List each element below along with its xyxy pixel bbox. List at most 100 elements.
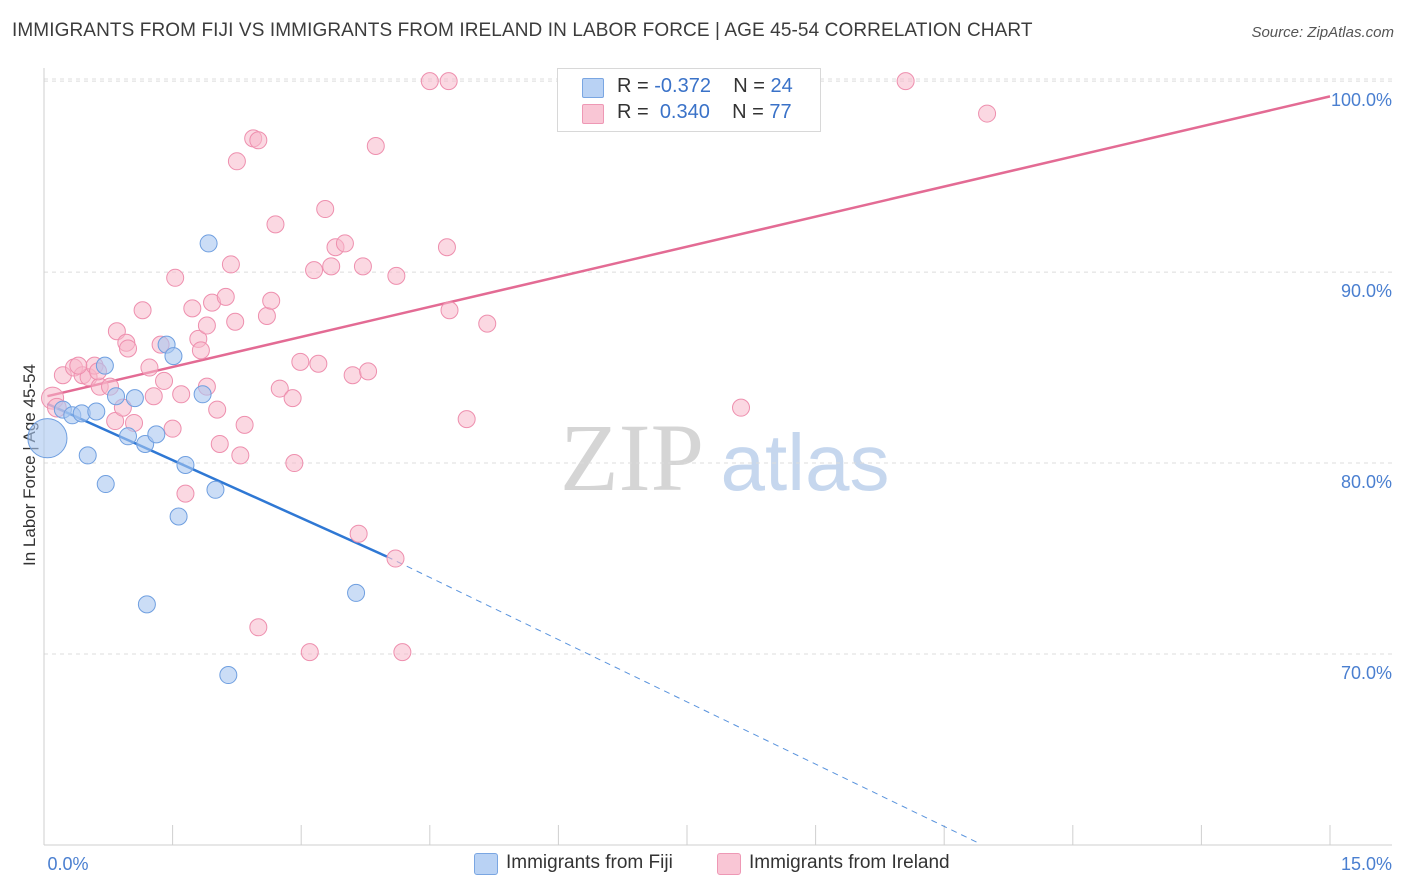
- fiji-point-11: [147, 425, 166, 444]
- ireland-point-15: [140, 358, 159, 377]
- fiji-trend-line: [46, 402, 388, 558]
- fiji-point-0: [27, 418, 68, 459]
- fiji-point-9: [119, 427, 138, 446]
- trend-lines: [46, 95, 1331, 844]
- legend-ireland-swatch: [717, 853, 741, 875]
- fiji-r-label: R =: [617, 75, 649, 97]
- ireland-point-62: [420, 72, 439, 91]
- ireland-trend-line: [47, 95, 1331, 398]
- ireland-point-29: [208, 400, 227, 419]
- ireland-point-42: [266, 215, 285, 234]
- ireland-point-33: [226, 312, 245, 331]
- stats-box: R = -0.372 N = 24 R = 0.340 N = 77: [557, 68, 821, 132]
- ireland-point-43: [270, 379, 289, 398]
- ireland-point-9: [106, 412, 125, 431]
- y-tick-label-100: 100.0%: [1331, 90, 1392, 110]
- y-tick-label-80: 80.0%: [1341, 472, 1392, 492]
- ireland-point-47: [300, 643, 319, 662]
- fiji-point-18: [206, 480, 225, 499]
- ireland-point-66: [439, 72, 458, 91]
- fiji-n-label: N =: [733, 75, 765, 97]
- fiji-point-21: [347, 583, 366, 602]
- ireland-point-23: [183, 299, 202, 318]
- fiji-point-4: [87, 402, 106, 421]
- ireland-point-18: [155, 371, 174, 390]
- fiji-n-value: 24: [770, 75, 793, 97]
- x-tick-label-start: 0.0%: [47, 854, 88, 874]
- legend-fiji-swatch: [474, 853, 498, 875]
- fiji-r-value: -0.372: [654, 75, 711, 97]
- ireland-point-67: [478, 314, 497, 333]
- y-tick-label-70: 70.0%: [1341, 663, 1392, 683]
- watermark-zip: ZIP: [560, 404, 704, 511]
- ireland-point-27: [197, 316, 216, 335]
- y-tick-label-90: 90.0%: [1341, 281, 1392, 301]
- ireland-point-73: [69, 356, 88, 375]
- ireland-point-68: [732, 398, 751, 417]
- ireland-point-50: [316, 200, 335, 219]
- ireland-point-63: [437, 238, 456, 257]
- ireland-point-22: [176, 484, 195, 503]
- legend-fiji-label: Immigrants from Fiji: [506, 852, 673, 873]
- fiji-point-17: [96, 475, 115, 494]
- fiji-point-22: [219, 666, 238, 685]
- ireland-point-25: [191, 341, 210, 360]
- ireland-point-39: [249, 618, 268, 637]
- ireland-point-48: [305, 261, 324, 280]
- fiji-point-7: [107, 387, 126, 406]
- ireland-point-21: [172, 385, 191, 404]
- fiji-point-15: [199, 234, 218, 253]
- ireland-point-32: [221, 255, 240, 274]
- fiji-point-20: [137, 595, 156, 614]
- ireland-point-60: [386, 549, 405, 568]
- ireland-n-label: N =: [732, 101, 764, 123]
- ireland-point-40: [257, 306, 276, 325]
- ireland-r-value: 0.340: [659, 101, 710, 123]
- tick-labels: 70.0% 80.0% 90.0% 100.0% 0.0% 15.0%: [47, 90, 1392, 874]
- ireland-point-38: [249, 131, 268, 150]
- ireland-point-69: [896, 72, 915, 91]
- ireland-swatch: [582, 104, 604, 124]
- ireland-point-61: [393, 643, 412, 662]
- ireland-point-14: [133, 301, 152, 320]
- ireland-stats-text: R = 0.340 N = 77: [617, 101, 792, 124]
- chart-source: Source: ZipAtlas.com: [1251, 24, 1394, 41]
- ireland-point-64: [440, 301, 459, 320]
- ireland-point-59: [387, 266, 406, 285]
- ireland-point-19: [163, 419, 182, 438]
- fiji-point-16: [176, 455, 195, 474]
- ireland-point-56: [353, 257, 372, 276]
- ireland-point-45: [285, 454, 304, 473]
- ireland-point-53: [335, 234, 354, 253]
- fiji-point-19: [169, 507, 188, 526]
- ireland-points: [41, 72, 997, 662]
- fiji-trend-extension: [386, 556, 979, 844]
- ireland-point-46: [291, 352, 310, 371]
- ireland-point-57: [359, 362, 378, 381]
- zipatlas-watermark: ZIP atlas: [560, 404, 889, 511]
- x-tick-label-end: 15.0%: [1341, 854, 1392, 874]
- gridlines: [44, 78, 1392, 655]
- ireland-r-label: R =: [617, 101, 649, 123]
- fiji-swatch: [582, 78, 604, 98]
- ireland-point-54: [343, 366, 362, 385]
- ireland-point-51: [322, 257, 341, 276]
- ireland-point-41: [262, 291, 281, 310]
- ireland-point-31: [216, 287, 235, 306]
- ireland-point-36: [227, 152, 246, 171]
- fiji-stats-text: R = -0.372 N = 24: [617, 75, 793, 98]
- ireland-point-49: [309, 354, 328, 373]
- ireland-point-34: [231, 446, 250, 465]
- fiji-point-13: [164, 347, 183, 366]
- fiji-point-14: [193, 385, 212, 404]
- legend-ireland-label: Immigrants from Ireland: [749, 852, 950, 873]
- ireland-point-44: [283, 389, 302, 408]
- ireland-point-16: [144, 387, 163, 406]
- fiji-points: [27, 234, 366, 685]
- watermark-atlas: atlas: [721, 418, 890, 507]
- ireland-point-65: [457, 410, 476, 429]
- ireland-n-value: 77: [769, 101, 792, 123]
- fiji-point-8: [125, 389, 144, 408]
- ireland-point-70: [978, 104, 997, 123]
